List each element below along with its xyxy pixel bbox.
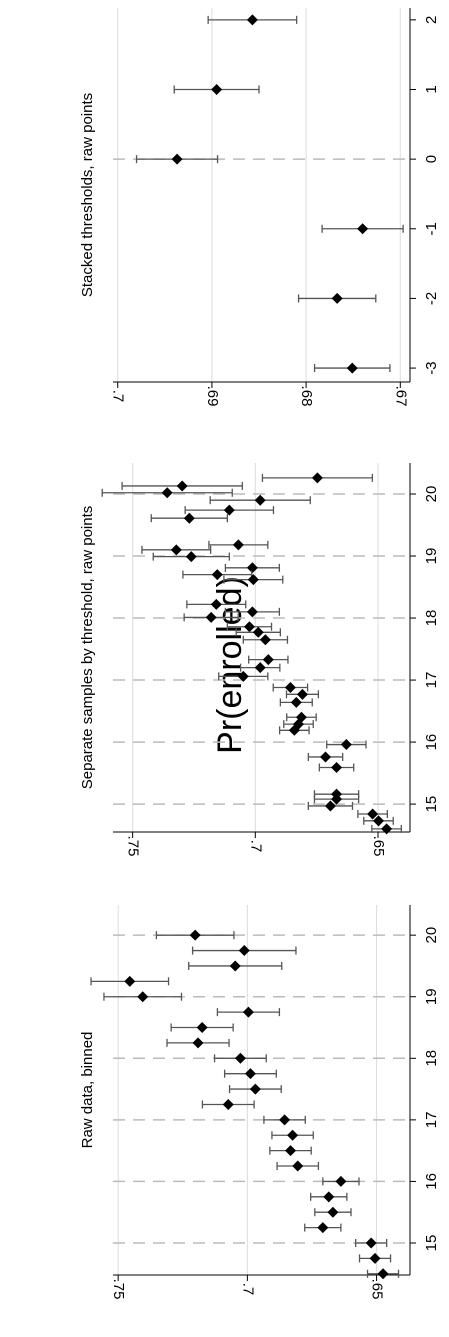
point <box>331 292 343 304</box>
panel-title: Raw data, binned <box>79 1032 96 1149</box>
point <box>246 606 258 618</box>
x-tick-label: -2 <box>423 292 440 305</box>
y-tick-label: .65 <box>370 836 387 857</box>
point <box>331 762 343 774</box>
point <box>254 494 266 506</box>
point <box>292 1160 304 1172</box>
point <box>243 621 255 633</box>
point <box>285 1145 297 1157</box>
y-tick-label: .75 <box>125 836 142 857</box>
point <box>238 945 250 957</box>
x-tick-label: 2 <box>423 16 440 24</box>
x-tick-label: 20 <box>423 486 440 503</box>
point <box>211 569 223 581</box>
point <box>340 739 352 751</box>
point <box>137 991 149 1003</box>
y-tick-label: .7 <box>110 390 127 403</box>
x-tick-label: 1 <box>423 85 440 93</box>
point <box>290 696 302 708</box>
point <box>205 611 217 623</box>
x-tick-label: 16 <box>423 1173 440 1190</box>
point <box>210 598 222 610</box>
point <box>192 1037 204 1049</box>
x-tick-label: 19 <box>423 988 440 1005</box>
x-tick-label: 15 <box>423 1235 440 1252</box>
point <box>335 1175 347 1187</box>
point <box>124 975 136 987</box>
point <box>327 1206 339 1218</box>
point <box>183 512 195 524</box>
point <box>229 960 241 972</box>
point <box>377 1268 389 1280</box>
point <box>287 1129 299 1141</box>
point <box>324 800 336 812</box>
point <box>381 823 393 835</box>
x-tick-label: -1 <box>423 222 440 235</box>
point <box>365 1237 377 1249</box>
point <box>279 1114 291 1126</box>
point <box>284 682 296 694</box>
point <box>254 662 266 674</box>
point <box>296 688 308 700</box>
point <box>369 1252 381 1264</box>
y-tick-label: .7 <box>239 1283 256 1296</box>
point <box>237 670 249 682</box>
point <box>247 574 259 586</box>
point <box>244 1068 256 1080</box>
point <box>323 1191 335 1203</box>
point <box>246 14 258 26</box>
point <box>259 634 271 646</box>
point <box>242 1006 254 1018</box>
point <box>319 751 331 763</box>
point <box>331 793 343 805</box>
x-tick-label: 18 <box>423 1050 440 1067</box>
x-tick-label: 16 <box>423 734 440 751</box>
point <box>372 815 384 827</box>
point <box>196 1022 208 1034</box>
x-tick-label: 19 <box>423 548 440 565</box>
point <box>222 1098 234 1110</box>
y-tick-label: .7 <box>247 840 264 853</box>
x-tick-label: 15 <box>423 796 440 813</box>
point <box>234 1052 246 1064</box>
y-tick-label: .67 <box>392 386 409 407</box>
x-tick-label: 18 <box>423 610 440 627</box>
y-tick-label: .65 <box>369 1279 386 1300</box>
y-tick-label: .69 <box>204 386 221 407</box>
x-tick-label: 20 <box>423 927 440 944</box>
point <box>223 504 235 516</box>
point <box>346 362 358 374</box>
x-tick-label: 17 <box>423 672 440 689</box>
point <box>357 223 369 235</box>
x-tick-label: -3 <box>423 361 440 374</box>
point <box>171 153 183 165</box>
point <box>232 539 244 551</box>
point <box>161 487 173 499</box>
x-tick-label: 0 <box>423 155 440 163</box>
point <box>170 544 182 556</box>
x-tick-label: 17 <box>423 1112 440 1129</box>
point <box>249 1083 261 1095</box>
point <box>252 626 264 638</box>
point <box>317 1222 329 1234</box>
point <box>288 724 300 736</box>
point <box>367 808 379 820</box>
point <box>311 472 323 484</box>
y-tick-label: .75 <box>110 1279 127 1300</box>
point <box>185 551 197 563</box>
point <box>189 929 201 941</box>
y-tick-label: .68 <box>298 386 315 407</box>
point <box>262 654 274 666</box>
point <box>211 83 223 95</box>
point <box>246 562 258 574</box>
panel-title: Stacked thresholds, raw points <box>79 93 96 297</box>
panel-title: Separate samples by threshold, raw point… <box>79 506 96 789</box>
point <box>176 480 188 492</box>
